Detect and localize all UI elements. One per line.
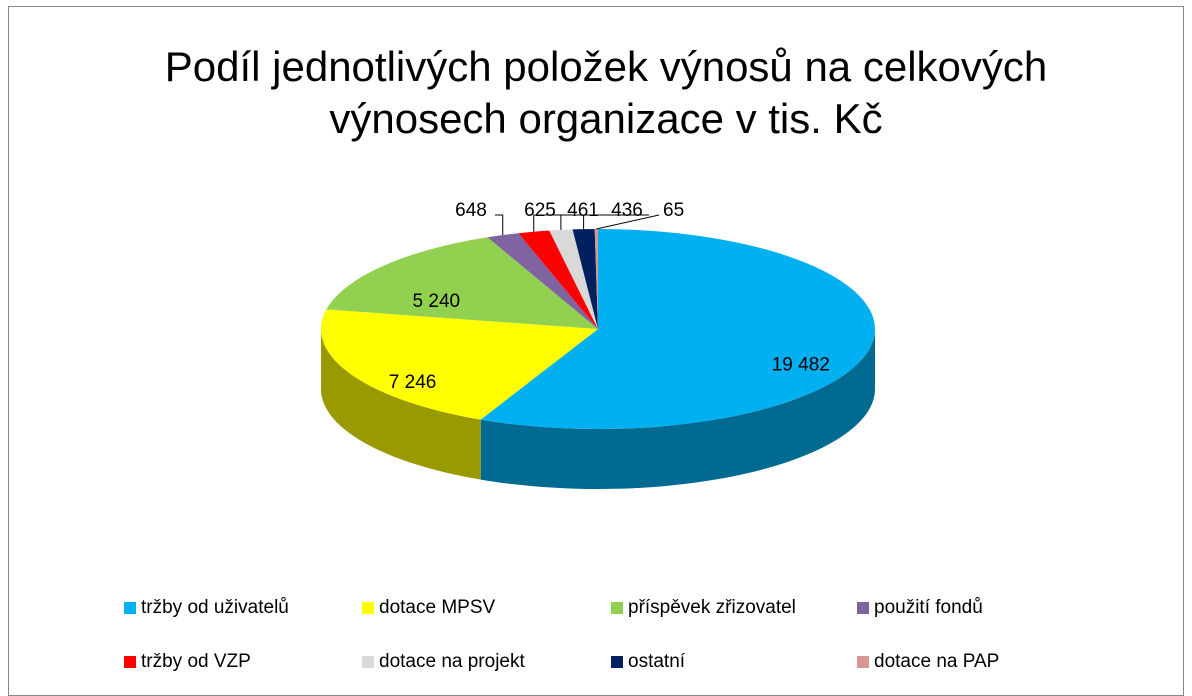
data-label: 436 (611, 200, 643, 221)
legend-item: dotace na PAP (857, 651, 999, 673)
legend-item: použití fondů (857, 597, 983, 619)
legend-label: dotace na projekt (379, 651, 525, 672)
data-label: 5 240 (413, 291, 461, 312)
pie-area: 19 482 7 246 5 240 648 625 461 436 65 (321, 200, 876, 489)
data-label: 625 (524, 200, 556, 221)
pie-slice (487, 233, 598, 329)
pie-slice (518, 230, 598, 329)
legend-swatch (362, 602, 374, 614)
data-label: 648 (455, 200, 487, 221)
leader-line (596, 214, 660, 230)
pie-slice (549, 229, 598, 329)
data-label: 19 482 (772, 354, 830, 375)
pie-slice (572, 229, 598, 329)
legend-item: tržby od uživatelů (124, 597, 289, 619)
legend-item: dotace na projekt (362, 651, 525, 673)
legend-label: použití fondů (874, 597, 983, 618)
data-label: 461 (567, 200, 599, 221)
legend-swatch (857, 656, 869, 668)
pie-slice (594, 229, 598, 329)
data-label: 7 246 (389, 372, 437, 393)
legend-label: tržby od uživatelů (141, 597, 289, 618)
legend-swatch (124, 602, 136, 614)
pie-slice (321, 309, 598, 420)
legend-label: ostatní (628, 651, 686, 672)
legend-swatch (857, 602, 869, 614)
legend-item: dotace MPSV (362, 597, 495, 619)
legend-label: příspěvek zřizovatel (628, 597, 796, 618)
data-label: 65 (663, 200, 684, 221)
pie-side (480, 329, 875, 489)
legend-label: tržby od VZP (141, 651, 251, 672)
leader-line (495, 214, 504, 236)
legend-item: tržby od VZP (124, 651, 251, 673)
legend-label: dotace MPSV (379, 597, 496, 618)
pie-side (321, 329, 481, 480)
leader-line (533, 214, 562, 232)
legend-swatch (124, 656, 136, 668)
pie-slice (480, 229, 876, 430)
legend-swatch (362, 656, 374, 668)
legend-swatch (611, 656, 623, 668)
legend-item: příspěvek zřizovatel (611, 597, 796, 619)
pie-slice (326, 237, 598, 329)
legend-swatch (611, 602, 623, 614)
legend-label: dotace na PAP (874, 651, 1000, 672)
chart: Podíl jednotlivých položek výnosů na cel… (8, 6, 1184, 696)
leader-line (583, 214, 649, 230)
legend-item: ostatní (611, 651, 685, 673)
chart-title: Podíl jednotlivých položek výnosů na cel… (164, 43, 1048, 142)
